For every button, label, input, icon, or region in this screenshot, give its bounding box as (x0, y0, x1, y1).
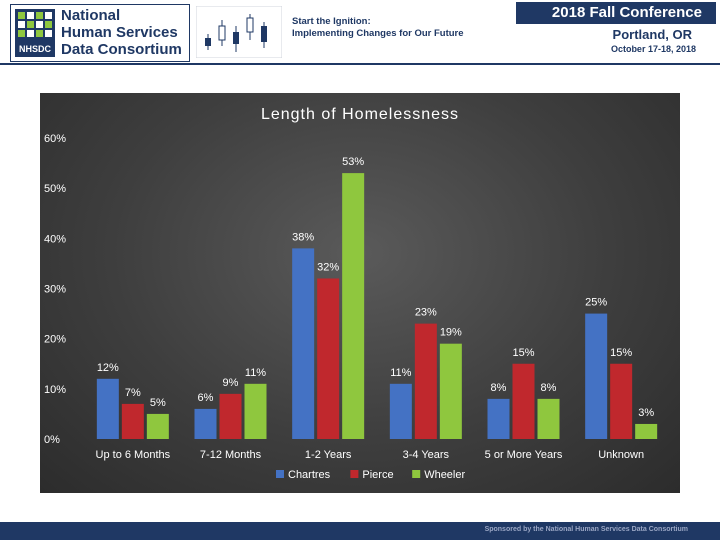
bar-wheeler-1 (146, 413, 169, 439)
bar-wheeler-3 (342, 173, 365, 439)
conference-city: Portland, OR (612, 27, 692, 42)
x-tick-label: Up to 6 Months (96, 449, 171, 461)
y-tick-label: 40% (44, 233, 66, 245)
data-label: 8% (541, 382, 557, 394)
conference-header: NHSDC National Human Services Data Conso… (0, 0, 720, 65)
bar-pierce-1 (121, 403, 144, 439)
data-label: 5% (150, 397, 166, 409)
data-label: 25% (585, 297, 607, 309)
bar-chartres-1 (96, 378, 119, 439)
y-tick-label: 10% (44, 384, 66, 396)
data-label: 53% (342, 156, 364, 168)
data-label: 8% (491, 382, 507, 394)
legend-label-wheeler: Wheeler (424, 469, 465, 481)
legend-label-chartres: Chartres (288, 469, 331, 481)
chart-title: Length of Homelessness (261, 106, 459, 123)
bar-chart: Length of Homelessness 0% 10% 20% 30% 40% 50%… (44, 106, 658, 481)
bar-chartres-2 (194, 408, 217, 439)
x-tick-label: Unknown (598, 449, 644, 461)
data-label: 3% (638, 407, 654, 419)
data-label: 11% (390, 367, 411, 379)
y-tick-label: 50% (44, 183, 66, 195)
bar-wheeler-6 (635, 423, 658, 439)
y-tick-label: 20% (44, 334, 66, 346)
data-label: 38% (292, 231, 314, 243)
y-axis: 0% 10% 20% 30% 40% 50% 60% (44, 133, 66, 446)
y-tick-label: 60% (44, 133, 66, 145)
bar-chartres-4 (389, 383, 412, 439)
bar-pierce-6 (610, 363, 633, 439)
bar-wheeler-2 (244, 383, 267, 439)
data-label: 32% (317, 261, 339, 273)
bar-pierce-4 (414, 323, 437, 439)
conference-title: 2018 Fall Conference (516, 2, 716, 24)
org-name-line-2: Human Services (61, 24, 178, 41)
x-tick-label: 5 or More Years (485, 449, 563, 461)
header-divider (0, 63, 720, 65)
theme-line-2: Implementing Changes for Our Future (292, 28, 464, 39)
bar-pierce-5 (512, 363, 535, 439)
logo-mark-text: NHSDC (19, 44, 52, 54)
conference-theme: Start the Ignition: Implementing Changes… (292, 16, 512, 40)
bar-wheeler-5 (537, 398, 560, 439)
legend: Chartres Pierce Wheeler (276, 469, 465, 481)
conference-dates: October 17-18, 2018 (610, 44, 696, 54)
data-label: 15% (610, 347, 632, 359)
data-label: 9% (223, 377, 239, 389)
x-tick-label: 3-4 Years (403, 449, 450, 461)
legend-label-pierce: Pierce (362, 469, 393, 481)
bar-chartres-3 (292, 248, 315, 439)
data-label: 19% (440, 327, 462, 339)
theme-line-1: Start the Ignition: (292, 16, 371, 27)
y-tick-label: 0% (44, 434, 60, 446)
logo-mark-icon: NHSDC (15, 9, 55, 57)
x-tick-label: 1-2 Years (305, 449, 352, 461)
bar-wheeler-4 (439, 343, 462, 439)
data-label: 15% (512, 347, 534, 359)
bar-pierce-3 (317, 278, 340, 439)
legend-swatch-chartres (276, 470, 284, 478)
bar-chartres-5 (487, 398, 510, 439)
consortium-logo: NHSDC National Human Services Data Conso… (10, 4, 190, 62)
data-label: 11% (245, 367, 266, 379)
legend-swatch-pierce (350, 470, 359, 478)
legend-swatch-wheeler (412, 470, 421, 478)
data-label: 12% (97, 362, 119, 374)
data-label: 23% (415, 307, 437, 319)
org-name-line-1: National (61, 7, 121, 24)
org-name-line-3: Data Consortium (61, 41, 182, 58)
data-label: 6% (198, 392, 214, 404)
candlestick-art-icon (196, 6, 282, 58)
bar-chartres-6 (585, 313, 608, 439)
x-tick-label: 7-12 Months (200, 449, 262, 461)
footer-bar: Sponsored by the National Human Services… (0, 522, 720, 540)
y-tick-label: 30% (44, 284, 66, 296)
sponsor-text: Sponsored by the National Human Services… (484, 526, 688, 533)
organization-name: National Human Services Data Consortium (61, 7, 189, 58)
bar-pierce-2 (219, 393, 242, 439)
chart-panel: Length of Homelessness 0% 10% 20% 30% 40% 50%… (40, 93, 680, 493)
x-axis: Up to 6 Months 7-12 Months 1-2 Years 3-4 Ye… (96, 449, 645, 461)
data-label: 7% (125, 387, 141, 399)
bars: 12% 7% 5% 6% 9% 11% 38% 32% 53% 11% 23%19% 8% 15% 8% 2… (96, 156, 658, 439)
